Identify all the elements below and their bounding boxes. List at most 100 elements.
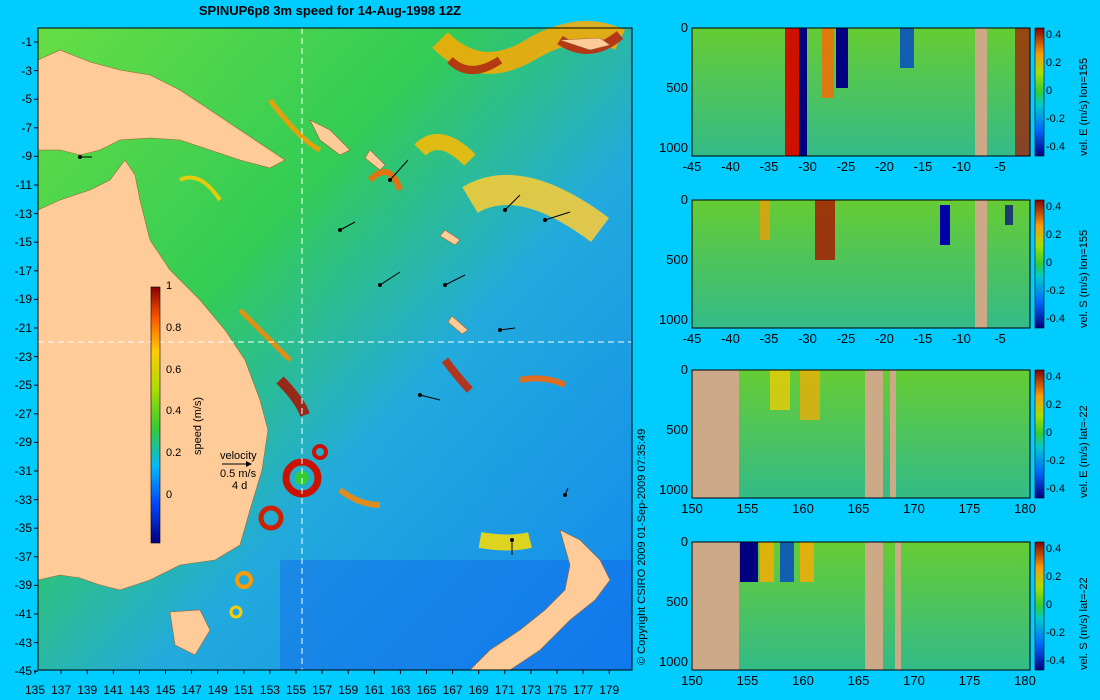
panel-3-colorbar-tick: 0.2 xyxy=(1046,399,1062,411)
lat-tick-label: -45 xyxy=(14,664,32,679)
panel-1-x-tick: -10 xyxy=(952,159,971,174)
panel-2-colorbar-tick: 0 xyxy=(1046,257,1053,269)
lon-tick-label: 161 xyxy=(364,683,385,697)
panel-3-colorbar-tick: 0.4 xyxy=(1046,371,1062,383)
panel-3-colorbar-tick: -0.2 xyxy=(1046,455,1065,467)
panel-4-colorbar-tick: 0.2 xyxy=(1046,571,1062,583)
lon-tick-label: 157 xyxy=(312,683,333,697)
speed-colorbar-tick: 0.8 xyxy=(166,321,182,334)
panel-4-colorbar-tick: 0.4 xyxy=(1046,543,1062,555)
panel-2-x-tick: -10 xyxy=(952,331,971,346)
panel-3-depth-tick: 1000 xyxy=(659,482,688,497)
velocity-key-title: velocity xyxy=(220,450,257,462)
lat-tick-label: -9 xyxy=(21,149,32,164)
panel-4-colorbar-tick: -0.4 xyxy=(1046,655,1065,667)
lat-tick-label: -33 xyxy=(14,492,32,507)
lat-tick-label: -15 xyxy=(14,235,32,250)
panel-1-colorbar-tick: -0.4 xyxy=(1046,141,1065,153)
panel-1-depth-tick: 500 xyxy=(666,80,688,95)
panel-3-x-tick: 155 xyxy=(736,501,759,516)
lon-tick-label: 153 xyxy=(259,683,280,697)
lon-tick-label: 137 xyxy=(51,683,72,697)
lon-tick-label: 159 xyxy=(338,683,359,697)
lat-tick-label: -41 xyxy=(14,607,32,621)
page-title: SPINUP6p8 3m speed for 14-Aug-1998 12Z xyxy=(198,3,462,18)
panel-3-x-tick: 175 xyxy=(958,501,981,516)
panel-3-colorbar-tick: -0.4 xyxy=(1046,483,1065,495)
lat-tick-label: -11 xyxy=(15,178,32,192)
lon-tick-label: 177 xyxy=(573,683,594,697)
panel-2-x-tick: -30 xyxy=(798,331,817,346)
panel-2-colorbar-tick: -0.2 xyxy=(1046,285,1065,297)
panel-1-x-tick: -15 xyxy=(913,159,933,174)
speed-colorbar xyxy=(150,286,161,544)
panel-4-depth-tick: 1000 xyxy=(659,654,688,669)
panel-1-depth-tick: 0 xyxy=(680,20,688,35)
lat-tick-label: -31 xyxy=(14,464,32,478)
speed-colorbar-tick: 0.6 xyxy=(166,363,182,376)
panel-1-label: vel. E (m/s) lon=155 xyxy=(1078,57,1090,156)
section-panels xyxy=(691,27,1045,671)
panel-1 xyxy=(691,27,1045,157)
panel-4-x-tick: 160 xyxy=(792,673,814,688)
copyright-note: © Copyright CSIRO 2009 01-Sep-2009 07:35… xyxy=(636,428,648,665)
panel-4-x-tick: 170 xyxy=(903,673,925,688)
panel-1-x-tick: -45 xyxy=(682,159,702,174)
panel-4-depth-tick: 500 xyxy=(666,594,688,609)
lon-tick-label: 163 xyxy=(390,683,411,697)
lon-tick-label: 145 xyxy=(155,683,176,697)
lat-tick-label: -7 xyxy=(21,120,32,135)
panel-2-depth-tick: 0 xyxy=(680,192,688,207)
panel-2-colorbar-tick: 0.2 xyxy=(1046,229,1062,241)
speed-colorbar-tick: 1 xyxy=(166,280,173,292)
panel-1-colorbar-tick: 0.4 xyxy=(1046,29,1062,41)
panel-1-x-tick: -25 xyxy=(836,159,856,174)
lat-tick-label: -27 xyxy=(14,406,32,421)
lon-tick-label: 173 xyxy=(520,683,541,697)
panel-2-x-tick: -25 xyxy=(836,331,856,346)
panel-1-x-tick: -5 xyxy=(994,159,1006,174)
panel-2-x-tick: -20 xyxy=(875,331,894,346)
lon-tick-label: 141 xyxy=(103,683,124,697)
panel-4 xyxy=(691,541,1045,671)
speed-colorbar-tick: 0.4 xyxy=(166,405,182,418)
panel-2 xyxy=(691,199,1045,329)
lat-tick-label: -1 xyxy=(21,35,32,49)
lon-tick-label: 155 xyxy=(286,683,307,697)
panel-1-colorbar-tick: 0.2 xyxy=(1046,57,1062,69)
lon-tick-label: 143 xyxy=(129,683,150,697)
panel-1-depth-tick: 1000 xyxy=(659,140,688,155)
panel-3-label: vel. E (m/s) lat=-22 xyxy=(1078,405,1090,498)
lat-tick-label: -21 xyxy=(14,321,32,335)
lat-tick-label: -19 xyxy=(14,292,32,307)
lat-tick-label: -17 xyxy=(14,263,32,278)
panel-2-label: vel. S (m/s) lon=155 xyxy=(1078,229,1090,328)
velocity-key-scale: 0.5 m/s xyxy=(220,468,257,480)
panel-4-x-tick: 175 xyxy=(958,673,981,688)
lat-tick-label: -39 xyxy=(14,578,32,593)
panel-1-colorbar-tick: -0.2 xyxy=(1046,113,1065,125)
panel-2-x-tick: -15 xyxy=(913,331,933,346)
panel-3-x-tick: 180 xyxy=(1014,501,1036,516)
panel-4-depth-tick: 0 xyxy=(680,534,688,549)
panel-3-depth-tick: 500 xyxy=(666,422,688,437)
panel-4-label: vel. S (m/s) lat=-22 xyxy=(1078,577,1090,670)
lon-tick-label: 149 xyxy=(207,683,228,697)
panel-2-depth-tick: 1000 xyxy=(659,312,688,327)
velocity-arrows xyxy=(78,155,571,555)
panel-1-colorbar-tick: 0 xyxy=(1046,85,1053,97)
panel-1-x-tick: -35 xyxy=(759,159,779,174)
panel-2-x-tick: -45 xyxy=(682,331,702,346)
lon-tick-label: 135 xyxy=(25,683,46,697)
panel-4-x-tick: 180 xyxy=(1014,673,1036,688)
speed-map xyxy=(37,21,633,671)
panel-2-x-tick: -35 xyxy=(759,331,779,346)
panel-3-x-tick: 150 xyxy=(681,501,703,516)
panel-4-x-tick: 155 xyxy=(736,673,759,688)
velocity-key-days: 4 d xyxy=(232,480,248,492)
panel-3-x-tick: 170 xyxy=(903,501,925,516)
panel-4-colorbar-tick: 0 xyxy=(1046,599,1053,611)
lon-tick-label: 147 xyxy=(181,683,202,697)
panel-2-depth-tick: 500 xyxy=(666,252,688,267)
